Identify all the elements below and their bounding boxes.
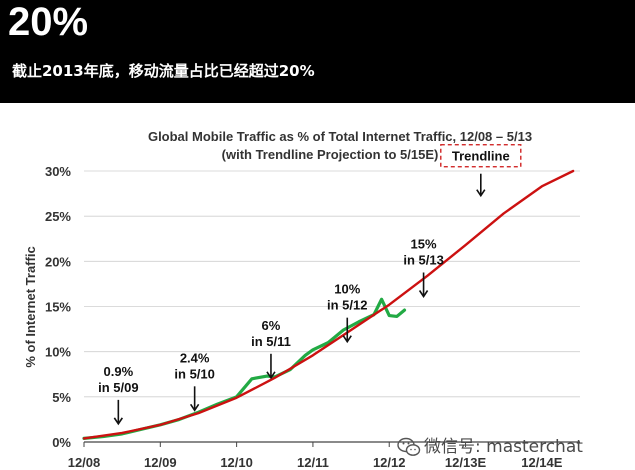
annotation: 15%in 5/13 [403, 237, 444, 298]
trendline-series [82, 169, 575, 440]
annotation-arrowhead [342, 335, 352, 344]
trendline-callout: Trendline [440, 144, 522, 198]
x-tick-label: 12/08 [68, 455, 101, 470]
annotation-label: 6% [262, 318, 281, 333]
x-tick-label: 12/11 [297, 455, 329, 470]
annotation-arrowhead [189, 403, 200, 412]
subheadline: 截止2013年底，移动流量占比已经超过20% [12, 62, 315, 80]
x-tick-label: 12/10 [220, 455, 253, 470]
x-tick-label: 12/12 [373, 455, 406, 470]
headline: 20% [8, 0, 89, 44]
annotation-label: 15% [411, 237, 437, 252]
annotation-label: in 5/10 [174, 366, 214, 381]
annotation-label: in 5/11 [251, 334, 291, 349]
annotation-label: in 5/12 [327, 298, 367, 313]
y-tick-label: 15% [45, 300, 71, 315]
trendline-label: Trendline [452, 149, 510, 164]
x-tick-label: 12/14E [521, 455, 563, 470]
watermark: 微信号: masterchat [397, 437, 583, 457]
x-tick-label: 12/09 [144, 455, 177, 470]
watermark-label: 微信号: masterchat [424, 437, 583, 457]
y-tick-label: 10% [45, 345, 71, 360]
annotation-arrowhead [113, 417, 124, 426]
y-tick-label: 0% [52, 435, 71, 450]
header-banner: 20% 截止2013年底，移动流量占比已经超过20% [0, 0, 635, 103]
y-tick-label: 5% [52, 390, 71, 405]
x-tick-label: 12/13E [445, 455, 487, 470]
annotation: 10%in 5/12 [327, 282, 367, 344]
annotation-label: 2.4% [180, 350, 210, 365]
annotation-label: in 5/09 [98, 380, 138, 395]
chart-subtitle: (with Trendline Projection to 5/15E) [222, 147, 439, 162]
annotation-label: in 5/13 [403, 253, 443, 268]
y-axis-label: % of Internet Traffic [23, 246, 38, 367]
annotation: 0.9%in 5/09 [98, 364, 139, 426]
chart-title: Global Mobile Traffic as % of Total Inte… [148, 129, 532, 144]
annotation: 2.4%in 5/10 [174, 350, 215, 412]
annotation-label: 0.9% [104, 364, 134, 379]
annotation-arrowhead [266, 371, 276, 380]
annotation-arrowhead [418, 290, 429, 298]
annotation: 6%in 5/11 [251, 318, 291, 380]
trendline-label-box [440, 144, 522, 168]
wechat-icon [397, 437, 421, 456]
trendline-arrowhead [476, 189, 486, 198]
y-tick-label: 30% [45, 164, 71, 179]
y-tick-label: 20% [45, 254, 71, 269]
y-tick-label: 25% [45, 209, 71, 224]
annotation-label: 10% [334, 282, 360, 297]
